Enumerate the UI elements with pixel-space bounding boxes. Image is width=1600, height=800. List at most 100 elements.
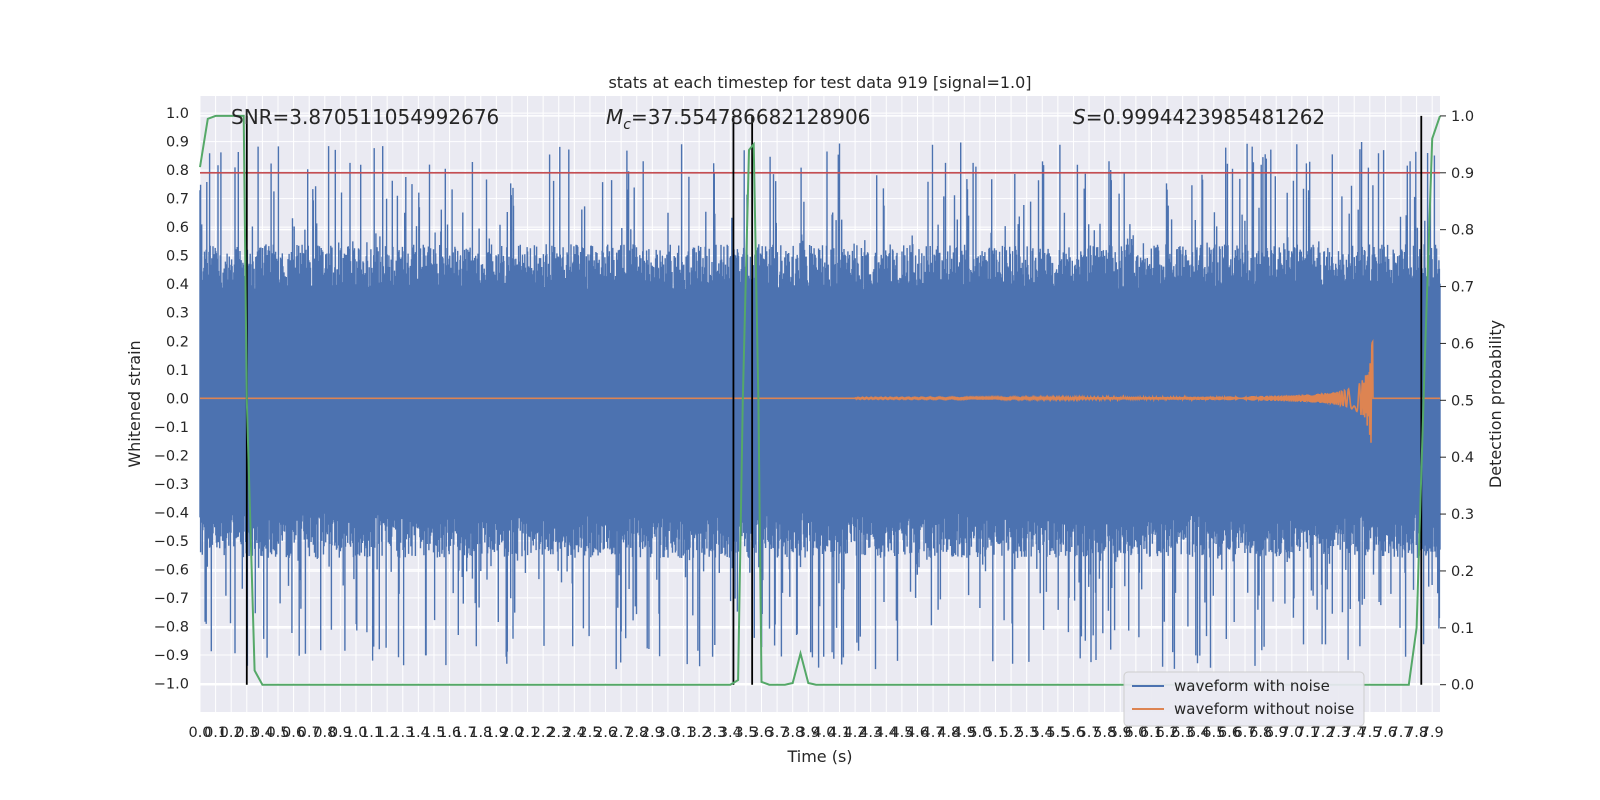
x-tick-label: 3.8: [781, 725, 804, 741]
y-tick-label: −0.2: [154, 448, 189, 464]
x-tick-label: 4.8: [937, 725, 960, 741]
x-axis-ticks: 0.00.10.20.30.40.50.60.70.80.91.01.11.21…: [188, 725, 1443, 741]
noise-band: [200, 289, 1440, 513]
y-tick-label: −0.4: [154, 505, 189, 521]
x-tick-label: 5.0: [968, 725, 991, 741]
y-tick-label: −0.5: [154, 534, 189, 550]
x-tick-label: 6.0: [1124, 725, 1147, 741]
x-tick-label: 0.1: [204, 725, 227, 741]
y2-tick-label: 0.4: [1451, 450, 1474, 466]
y-axis-label: Whitened strain: [125, 340, 144, 467]
x-tick-label: 4.9: [953, 725, 976, 741]
x-tick-label: 5.2: [1000, 725, 1023, 741]
y2-axis-ticks: 1.0 0.9 0.8 0.7 0.6 0.5 0.4 0.3 0.2 0.1 0.0: [1440, 109, 1474, 694]
y-tick-label: −0.8: [154, 619, 189, 635]
x-tick-label: 0.4: [251, 725, 274, 741]
y2-tick-label: 0.1: [1451, 621, 1474, 637]
x-tick-label: 0.5: [266, 725, 289, 741]
x-tick-label: 6.5: [1202, 725, 1225, 741]
x-tick-label: 7.5: [1358, 725, 1381, 741]
x-tick-label: 3.5: [734, 725, 757, 741]
waveform-without-noise-series: [200, 339, 1440, 443]
x-tick-label: 5.8: [1093, 725, 1116, 741]
x-tick-label: 2.2: [532, 725, 555, 741]
x-tick-label: 6.8: [1249, 725, 1272, 741]
x-tick-label: 2.9: [641, 725, 664, 741]
y2-axis-label: Detection probability: [1486, 320, 1505, 488]
x-tick-label: 1.6: [438, 725, 461, 741]
x-tick-label: 3.9: [797, 725, 820, 741]
x-tick-label: 2.0: [500, 725, 523, 741]
x-tick-label: 2.8: [625, 725, 648, 741]
x-tick-label: 5.6: [1062, 725, 1085, 741]
y-tick-label: 0.4: [166, 277, 189, 293]
x-tick-label: 0.6: [282, 725, 305, 741]
x-tick-label: 5.5: [1046, 725, 1069, 741]
snr-annotation: SNR=3.870511054992676: [231, 105, 499, 129]
x-tick-label: 0.9: [329, 725, 352, 741]
s-symbol: S: [1073, 105, 1086, 129]
x-tick-label: 3.3: [703, 725, 726, 741]
x-tick-label: 0.8: [313, 725, 336, 741]
chirp-mass-subscript: c: [623, 117, 631, 133]
x-tick-label: 5.9: [1109, 725, 1132, 741]
chirp-mass-symbol: M: [606, 105, 623, 129]
x-tick-label: 1.1: [360, 725, 383, 741]
y2-tick-label: 0.6: [1451, 336, 1474, 352]
x-tick-label: 3.2: [688, 725, 711, 741]
x-tick-label: 7.7: [1389, 725, 1412, 741]
legend-label-noise: waveform with noise: [1174, 677, 1330, 695]
x-tick-label: 1.2: [376, 725, 399, 741]
x-tick-label: 6.6: [1218, 725, 1241, 741]
y-tick-label: 0.1: [166, 363, 189, 379]
y-tick-label: −0.9: [154, 648, 189, 664]
x-tick-label: 4.2: [844, 725, 867, 741]
y2-tick-label: 0.9: [1451, 166, 1474, 182]
x-tick-label: 4.6: [906, 725, 929, 741]
x-tick-label: 1.0: [344, 725, 367, 741]
y-tick-label: −0.1: [154, 420, 189, 436]
x-tick-label: 6.9: [1265, 725, 1288, 741]
y-tick-label: 0.5: [166, 249, 189, 265]
x-tick-label: 2.7: [610, 725, 633, 741]
x-tick-label: 7.2: [1311, 725, 1334, 741]
y2-tick-label: 0.3: [1451, 507, 1474, 523]
x-tick-label: 6.2: [1156, 725, 1179, 741]
x-tick-label: 2.5: [578, 725, 601, 741]
waveform-with-noise-series: [199, 142, 1441, 670]
y2-tick-label: 1.0: [1451, 109, 1474, 125]
x-tick-label: 1.4: [407, 725, 430, 741]
x-tick-label: 3.7: [766, 725, 789, 741]
x-tick-label: 4.7: [922, 725, 945, 741]
x-tick-label: 5.3: [1015, 725, 1038, 741]
x-tick-label: 1.8: [469, 725, 492, 741]
chirp-mass-annotation: Mc=37.554786682128906: [606, 105, 870, 133]
y2-tick-label: 0.2: [1451, 564, 1474, 580]
chirp-mass-value: =37.554786682128906: [631, 105, 870, 129]
clean-trace: [200, 339, 1440, 443]
x-tick-label: 1.9: [485, 725, 508, 741]
s-annotation: S=0.9994423985481262: [1073, 105, 1325, 129]
legend-label-clean: waveform without noise: [1174, 700, 1354, 718]
s-value: =0.9994423985481262: [1086, 105, 1325, 129]
x-tick-label: 6.7: [1234, 725, 1257, 741]
x-tick-label: 2.4: [563, 725, 586, 741]
x-tick-label: 1.3: [391, 725, 414, 741]
x-tick-label: 2.3: [547, 725, 570, 741]
x-tick-label: 7.0: [1280, 725, 1303, 741]
x-tick-label: 0.2: [220, 725, 243, 741]
y-tick-label: 0.6: [166, 220, 189, 236]
x-tick-label: 7.6: [1374, 725, 1397, 741]
chart-title: stats at each timestep for test data 919…: [608, 73, 1031, 92]
x-tick-label: 5.4: [1031, 725, 1054, 741]
y2-tick-label: 0.8: [1451, 223, 1474, 239]
x-tick-label: 6.3: [1171, 725, 1194, 741]
legend: waveform with noise waveform without noi…: [1123, 671, 1365, 727]
x-tick-label: 3.4: [719, 725, 742, 741]
y-tick-label: 1.0: [166, 106, 189, 122]
x-tick-label: 7.4: [1343, 725, 1366, 741]
y-tick-label: 0.3: [166, 306, 189, 322]
x-tick-label: 2.6: [594, 725, 617, 741]
y2-tick-label: 0.0: [1451, 678, 1474, 694]
